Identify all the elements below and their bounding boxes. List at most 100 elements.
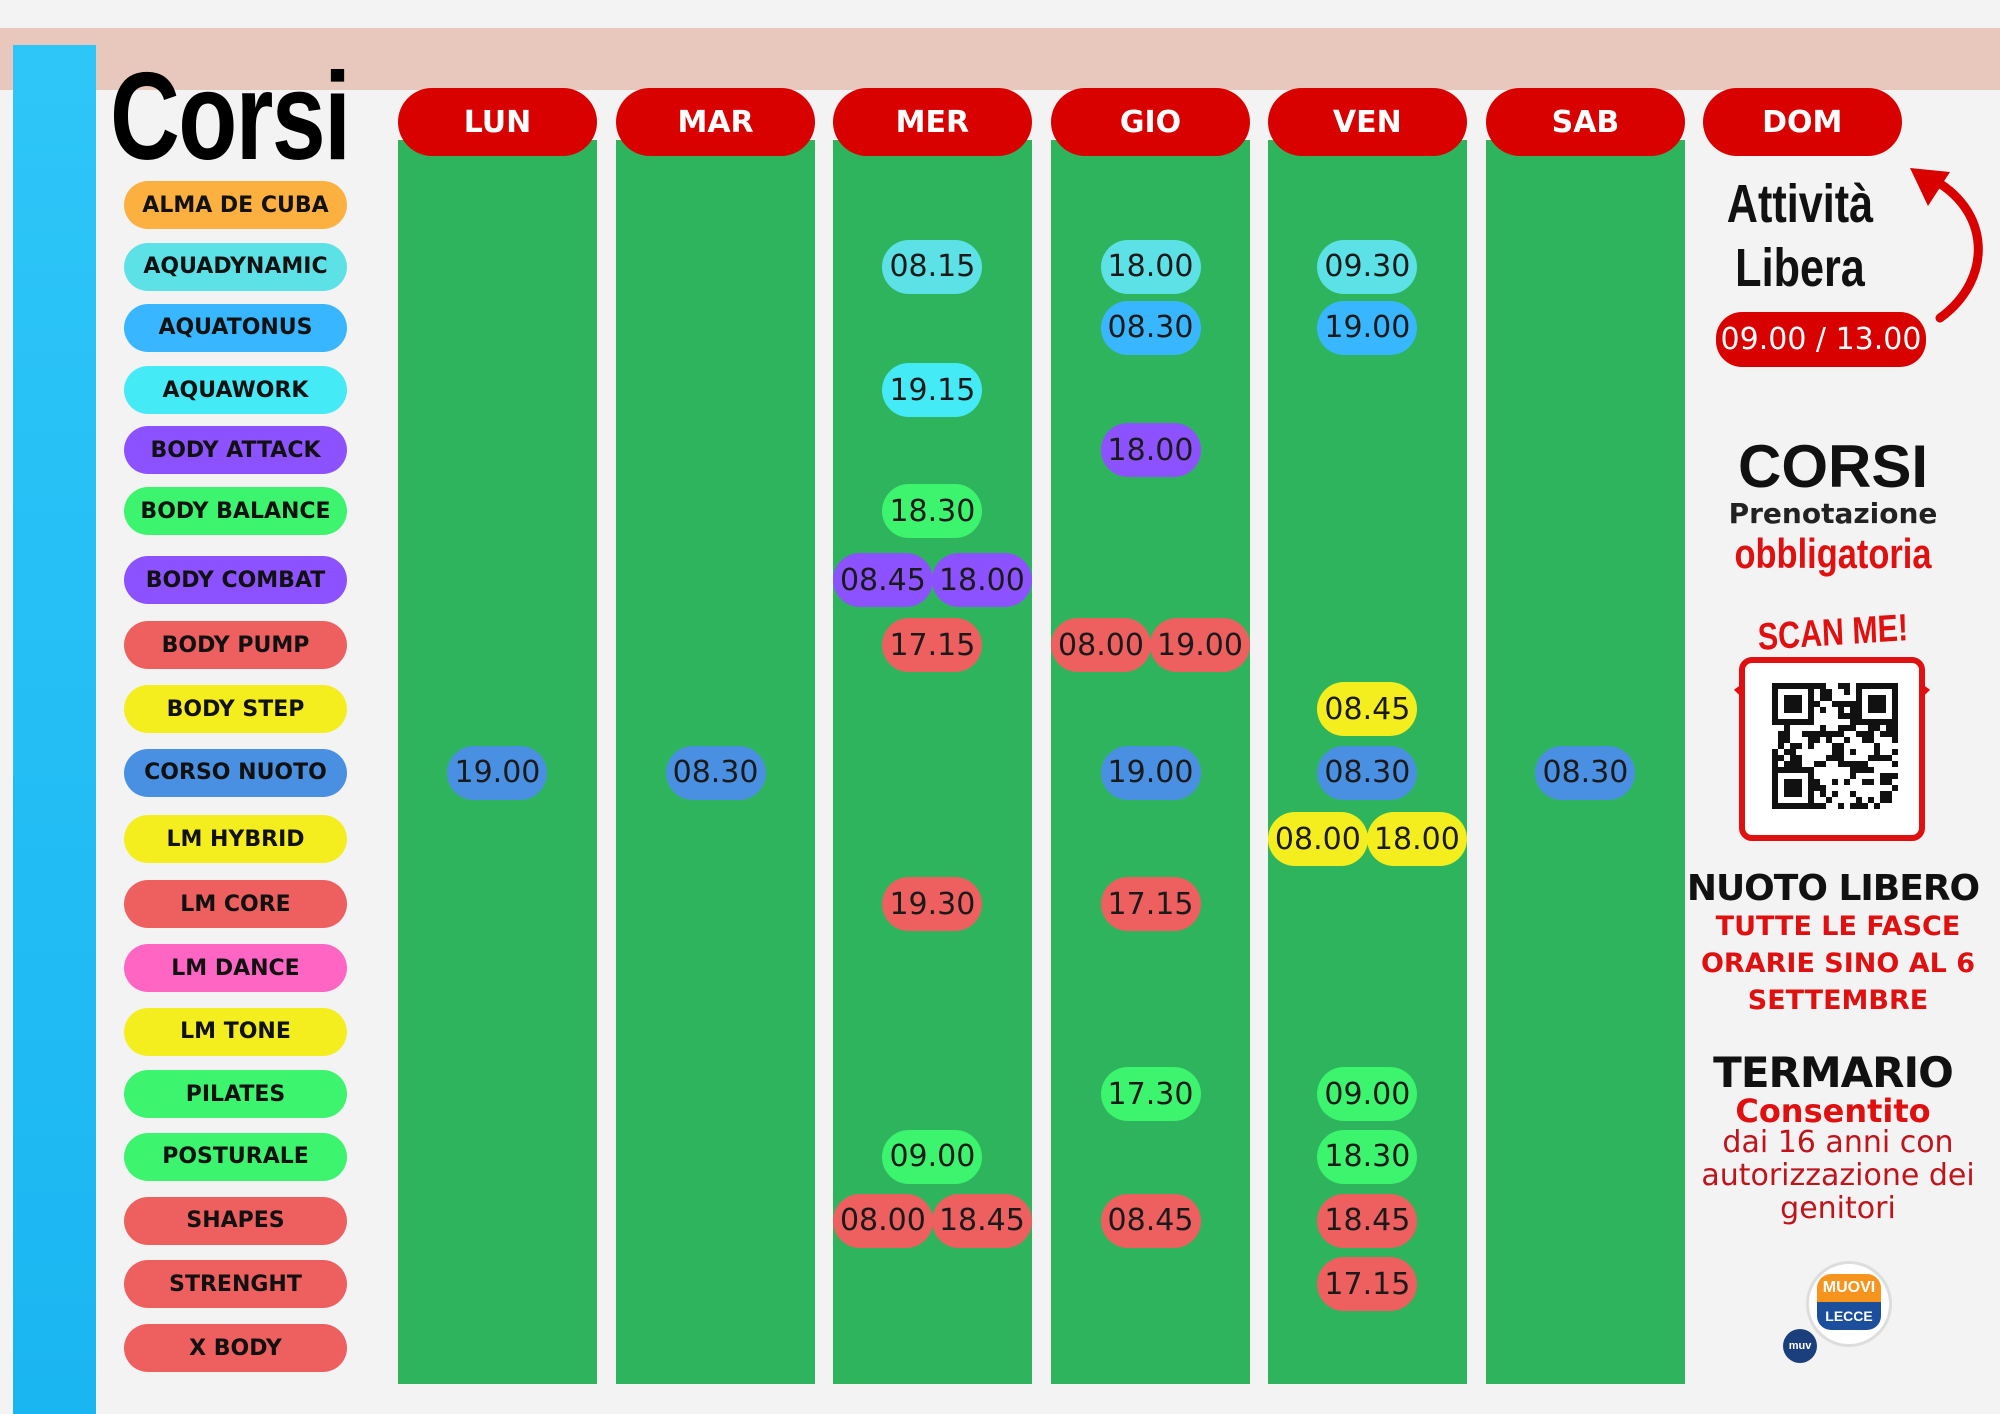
qr-cell (1886, 779, 1892, 785)
qr-cell (1886, 773, 1892, 779)
free-activity-line: Attività (1726, 174, 1874, 234)
qr-cell (1814, 785, 1820, 791)
qr-cell (1826, 689, 1832, 695)
qr-cell (1880, 773, 1886, 779)
time-slot: 18.45 (1317, 1193, 1418, 1248)
free-swim-title: NUOTO LIBERO (1686, 868, 1980, 909)
qr-cell (1808, 737, 1814, 743)
qr-cell (1814, 683, 1820, 689)
qr-cell (1778, 743, 1784, 749)
time-slot: 17.15 (1100, 877, 1201, 932)
time-slot: 18.00 (1100, 239, 1201, 294)
spa-subtitle: Consentito (1735, 1092, 1931, 1130)
qr-cell (1814, 731, 1820, 737)
logo-name: MUOVI (1817, 1274, 1881, 1302)
qr-cell (1850, 791, 1856, 797)
time-slot: 18.45 (931, 1193, 1032, 1248)
qr-cell (1796, 761, 1802, 767)
title: Corsi (110, 48, 351, 186)
qr-cell (1862, 761, 1868, 767)
qr-cell (1868, 737, 1874, 743)
day-header: VEN (1267, 88, 1467, 156)
booking-line: Prenotazione (1728, 497, 1938, 530)
time-slot: 19.00 (447, 745, 548, 800)
qr-cell (1856, 767, 1862, 773)
qr-cell (1874, 803, 1880, 809)
course-name: BODY STEP (124, 685, 347, 734)
course-name: SHAPES (124, 1196, 347, 1245)
qr-cell (1838, 731, 1844, 737)
qr-cell (1892, 737, 1898, 743)
course-name: PILATES (124, 1070, 347, 1119)
qr-cell (1844, 713, 1850, 719)
time-slot: 09.30 (1317, 239, 1418, 294)
qr-cell (1850, 767, 1856, 773)
qr-cell (1808, 731, 1814, 737)
qr-cell (1826, 737, 1832, 743)
qr-cell (1838, 761, 1844, 767)
qr-cell (1820, 707, 1826, 713)
qr-cell (1820, 689, 1826, 695)
qr-cell (1850, 713, 1856, 719)
qr-cell (1784, 731, 1790, 737)
day-header: DOM (1702, 88, 1902, 156)
course-name: BODY PUMP (124, 621, 347, 670)
time-slot: 08.15 (882, 239, 983, 294)
time-slot: 19.15 (882, 363, 983, 418)
course-name: LM DANCE (124, 944, 347, 993)
time-slot: 17.30 (1100, 1067, 1201, 1122)
free-activity-line: Libera (1735, 238, 1865, 298)
time-slot: 08.30 (1317, 745, 1418, 800)
side-bar (13, 45, 96, 1414)
logo: MUOVI LECCE (1806, 1261, 1892, 1347)
qr-cell (1832, 743, 1838, 749)
qr-cell (1772, 755, 1778, 761)
qr-code (1733, 657, 1931, 841)
qr-cell (1844, 683, 1850, 689)
qr-cell (1868, 755, 1874, 761)
qr-cell (1850, 749, 1856, 755)
time-slot: 18.30 (1317, 1129, 1418, 1184)
qr-cell (1838, 683, 1844, 689)
qr-cell (1832, 731, 1838, 737)
qr-cell (1838, 725, 1844, 731)
time-slot: 09.00 (882, 1129, 983, 1184)
qr-cell (1796, 755, 1802, 761)
qr-cell (1862, 767, 1868, 773)
day-header: LUN (397, 88, 597, 156)
logo-city: LECCE (1817, 1302, 1881, 1330)
qr-cell (1856, 761, 1862, 767)
qr-cell (1844, 725, 1850, 731)
qr-cell (1862, 731, 1868, 737)
course-name: BODY ATTACK (124, 426, 347, 475)
qr-cell (1880, 779, 1886, 785)
qr-cell (1826, 755, 1832, 761)
qr-cell (1844, 761, 1850, 767)
qr-cell (1862, 737, 1868, 743)
qr-cell (1778, 737, 1784, 743)
time-slot: 08.00 (1267, 812, 1368, 867)
qr-cell (1820, 761, 1826, 767)
qr-cell (1790, 743, 1796, 749)
qr-cell (1820, 725, 1826, 731)
qr-cell (1868, 797, 1874, 803)
time-slot: 18.00 (1100, 423, 1201, 478)
logo-badge: muv (1783, 1329, 1817, 1363)
qr-cell (1868, 731, 1874, 737)
arrow (1910, 168, 1983, 323)
time-slot: 17.15 (1317, 1257, 1418, 1312)
qr-cell (1844, 689, 1850, 695)
qr-cell (1820, 683, 1826, 689)
free-activity: Attività Libera (1688, 172, 1912, 300)
day-header: MAR (616, 88, 816, 156)
qr-cell (1826, 797, 1832, 803)
time-slot: 08.45 (1100, 1193, 1201, 1248)
qr-cell (1784, 695, 1802, 713)
qr-cell (1802, 731, 1808, 737)
time-slot: 19.00 (1100, 745, 1201, 800)
qr-cell (1886, 755, 1892, 761)
qr-cell (1868, 695, 1886, 713)
qr-cell (1850, 701, 1856, 707)
qr-cell (1814, 737, 1820, 743)
qr-cell (1814, 701, 1820, 707)
